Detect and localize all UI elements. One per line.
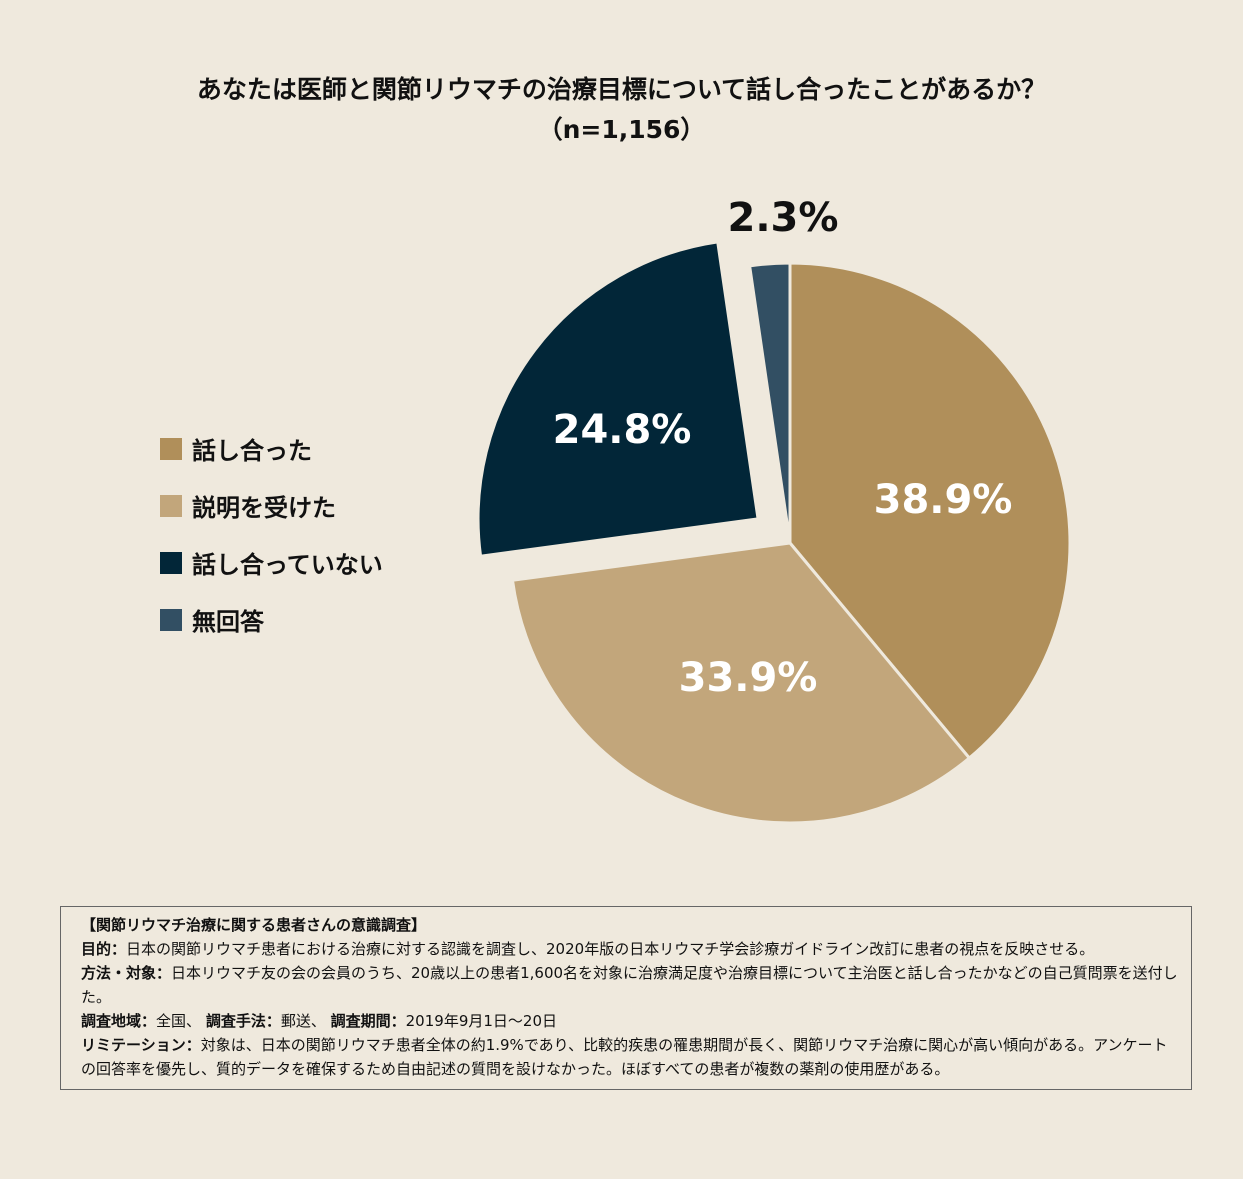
legend-item: 話し合った xyxy=(160,420,383,477)
title-line-1: あなたは医師と関節リウマチの治療目標について話し合ったことがあるか？ xyxy=(196,75,1047,104)
period-label: 調査期間： xyxy=(330,1012,406,1030)
chart-title: あなたは医師と関節リウマチの治療目標について話し合ったことがあるか？ （n=1,… xyxy=(0,70,1243,150)
technique-text: 郵送、 xyxy=(280,1012,326,1030)
slice-label-1: 33.9% xyxy=(678,655,818,701)
purpose-label: 目的： xyxy=(81,940,127,958)
legend: 話し合った 説明を受けた 話し合っていない 無回答 xyxy=(160,420,383,648)
area-label: 調査地域： xyxy=(81,1012,157,1030)
pie-slice-2 xyxy=(476,240,760,558)
method-text: 日本リウマチ友の会の会員のうち、20歳以上の患者1,600名を対象に治療満足度や… xyxy=(81,964,1178,1006)
pie-slice-3 xyxy=(747,261,792,544)
survey-note: 【関節リウマチ治療に関する患者さんの意識調査】 目的：日本の関節リウマチ患者にお… xyxy=(60,906,1192,1090)
legend-label: 話し合っていない xyxy=(192,551,383,579)
legend-label: 説明を受けた xyxy=(192,494,336,522)
legend-item: 無回答 xyxy=(160,591,383,648)
pie-slice-0 xyxy=(788,261,1072,761)
technique-label: 調査手法： xyxy=(205,1012,281,1030)
legend-swatch xyxy=(160,437,182,460)
legend-swatch xyxy=(160,608,182,631)
period-text: 2019年9月1日〜20日 xyxy=(405,1012,557,1030)
legend-item: 説明を受けた xyxy=(160,477,383,534)
area-text: 全国、 xyxy=(156,1012,202,1030)
slice-label-2: 24.8% xyxy=(552,407,692,453)
limitation-label: リミテーション： xyxy=(81,1036,201,1054)
legend-item: 話し合っていない xyxy=(160,534,383,591)
slice-label-3: 2.3% xyxy=(727,195,839,241)
legend-swatch xyxy=(160,494,182,517)
pie-chart xyxy=(476,240,1072,825)
legend-label: 無回答 xyxy=(192,608,264,636)
method-label: 方法・対象： xyxy=(81,964,172,982)
purpose-text: 日本の関節リウマチ患者における治療に対する認識を調査し、2020年版の日本リウマ… xyxy=(126,940,1095,958)
pie-slice-1 xyxy=(510,541,972,825)
note-heading: 【関節リウマチ治療に関する患者さんの意識調査】 xyxy=(81,916,427,934)
slice-label-0: 38.9% xyxy=(873,477,1013,523)
legend-swatch xyxy=(160,551,182,574)
legend-label: 話し合った xyxy=(192,437,312,465)
title-line-2: （n=1,156） xyxy=(537,115,706,144)
limitation-text: 対象は、日本の関節リウマチ患者全体の約1.9%であり、比較的疾患の罹患期間が長く… xyxy=(81,1036,1168,1078)
